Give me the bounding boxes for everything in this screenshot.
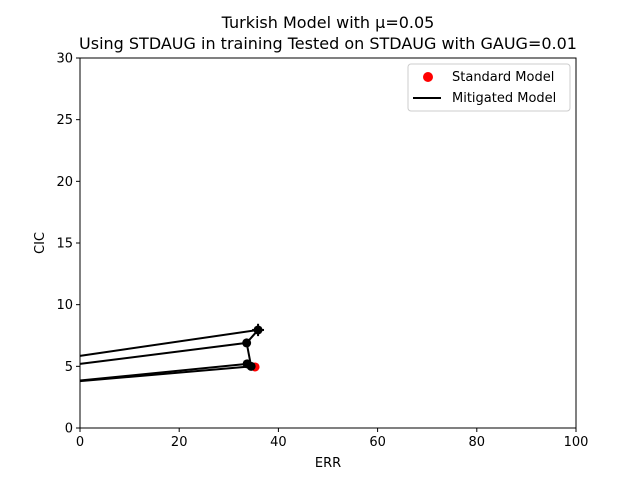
x-tick-label: 0 xyxy=(76,435,84,450)
mitigated-model-point xyxy=(242,338,252,348)
x-tick-label: 80 xyxy=(469,435,486,450)
y-axis-ticks: 0 5 10 15 20 25 30 xyxy=(56,52,80,437)
plot-area xyxy=(80,58,576,428)
points-layer xyxy=(242,325,263,372)
legend-label-mitigated: Mitigated Model xyxy=(452,91,556,106)
x-axis-label: ERR xyxy=(315,456,341,471)
legend-label-standard: Standard Model xyxy=(452,70,554,85)
y-tick-label: 5 xyxy=(65,360,73,375)
y-tick-label: 0 xyxy=(65,422,73,437)
y-tick-label: 20 xyxy=(56,175,73,190)
y-axis-label: CIC xyxy=(33,232,48,254)
mitigated-model-point xyxy=(246,361,256,371)
x-tick-label: 100 xyxy=(564,435,589,450)
lines-layer xyxy=(79,328,259,383)
mitigated-trend-line xyxy=(79,328,259,357)
y-tick-label: 10 xyxy=(56,298,73,313)
mitigated-trend-line xyxy=(79,341,247,365)
y-tick-label: 30 xyxy=(56,52,73,67)
chart-title: Turkish Model with μ=0.05 xyxy=(221,13,435,32)
x-tick-label: 60 xyxy=(369,435,386,450)
x-axis-ticks: 0 20 40 60 80 100 xyxy=(76,428,589,450)
x-tick-label: 20 xyxy=(171,435,188,450)
legend-marker-standard xyxy=(423,72,433,82)
legend: Standard Model Mitigated Model xyxy=(407,63,571,112)
mitigated-trend-line xyxy=(79,365,252,383)
y-tick-label: 25 xyxy=(56,113,73,128)
legend-box xyxy=(407,63,571,112)
y-tick-label: 15 xyxy=(56,237,73,252)
mitigated-model-point xyxy=(253,325,263,335)
chart-subtitle: Using STDAUG in training Tested on STDAU… xyxy=(79,34,577,53)
x-tick-label: 40 xyxy=(270,435,287,450)
